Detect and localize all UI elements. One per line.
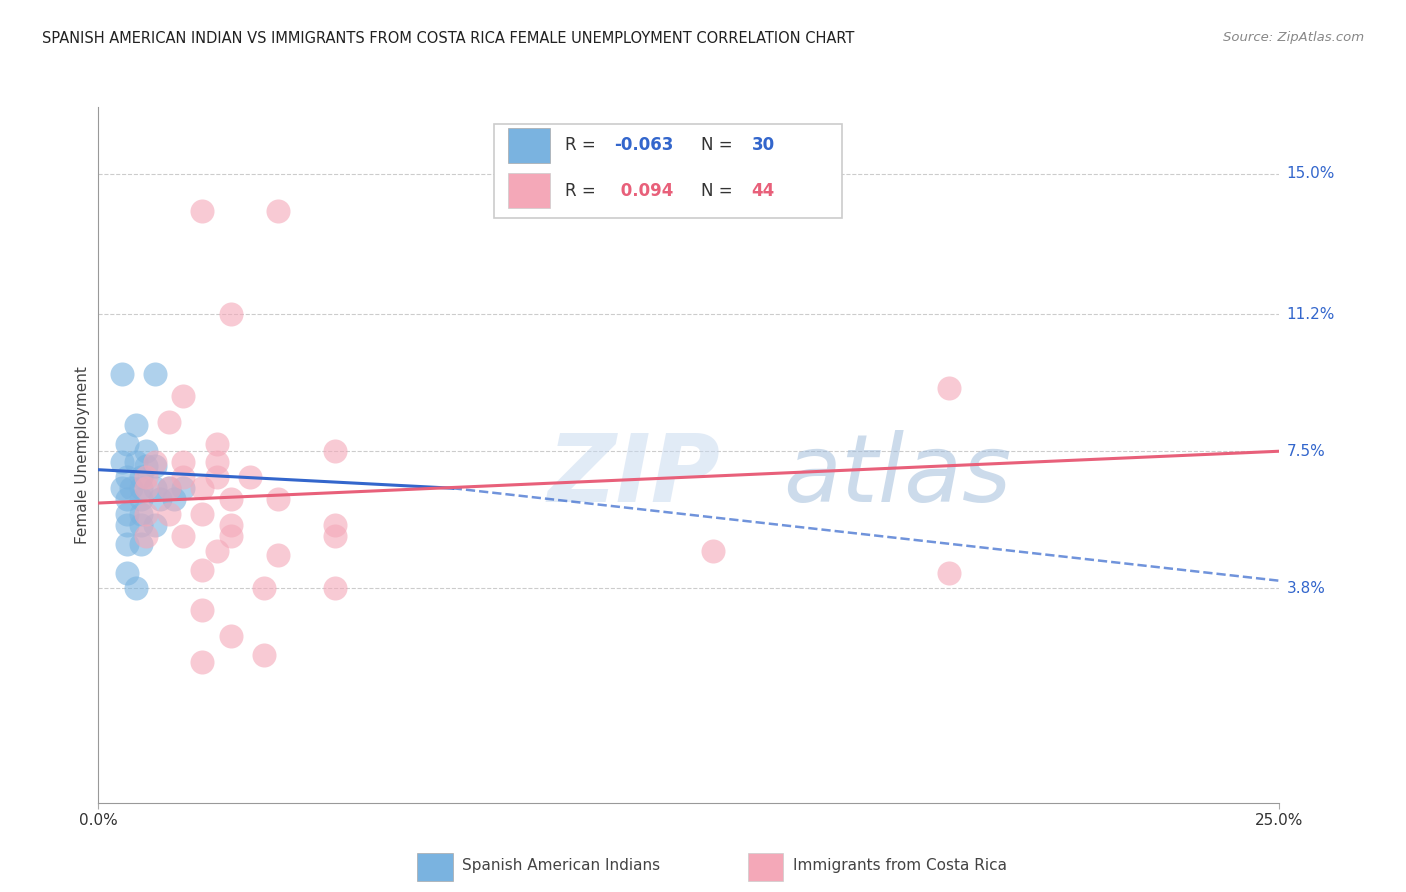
Point: [938, 381, 960, 395]
Text: N =: N =: [700, 136, 738, 154]
Text: ZIP: ZIP: [547, 430, 720, 522]
Point: [191, 655, 214, 669]
Text: SPANISH AMERICAN INDIAN VS IMMIGRANTS FROM COSTA RICA FEMALE UNEMPLOYMENT CORREL: SPANISH AMERICAN INDIAN VS IMMIGRANTS FR…: [42, 31, 855, 46]
Point: [163, 492, 186, 507]
FancyBboxPatch shape: [494, 124, 842, 219]
Point: [135, 507, 157, 521]
Point: [157, 415, 180, 429]
Point: [125, 418, 148, 433]
Text: Spanish American Indians: Spanish American Indians: [463, 858, 661, 873]
Point: [115, 507, 138, 521]
Text: R =: R =: [565, 182, 600, 200]
Point: [143, 455, 166, 469]
Point: [129, 507, 152, 521]
Point: [125, 581, 148, 595]
Point: [267, 492, 290, 507]
Point: [191, 563, 214, 577]
Text: Immigrants from Costa Rica: Immigrants from Costa Rica: [793, 858, 1007, 873]
Point: [702, 544, 724, 558]
Point: [157, 507, 180, 521]
Point: [938, 566, 960, 581]
Text: N =: N =: [700, 182, 738, 200]
Point: [121, 481, 143, 495]
Point: [205, 470, 228, 484]
Text: Source: ZipAtlas.com: Source: ZipAtlas.com: [1223, 31, 1364, 45]
Point: [172, 481, 194, 495]
Text: R =: R =: [565, 136, 600, 154]
Y-axis label: Female Unemployment: Female Unemployment: [75, 366, 90, 544]
Text: -0.063: -0.063: [614, 136, 673, 154]
Point: [172, 389, 194, 403]
Point: [172, 470, 194, 484]
Point: [267, 203, 290, 218]
Point: [129, 492, 152, 507]
Point: [115, 566, 138, 581]
Point: [115, 537, 138, 551]
Point: [111, 455, 134, 469]
Bar: [508, 128, 550, 162]
Point: [191, 603, 214, 617]
Point: [135, 529, 157, 543]
Point: [253, 648, 276, 662]
Point: [129, 518, 152, 533]
Point: [135, 481, 157, 495]
Bar: [748, 853, 783, 880]
Point: [143, 518, 166, 533]
Point: [219, 529, 242, 543]
Point: [135, 444, 157, 458]
Point: [149, 492, 172, 507]
Point: [115, 492, 138, 507]
Point: [157, 481, 180, 495]
Point: [323, 529, 346, 543]
Point: [129, 537, 152, 551]
Point: [323, 581, 346, 595]
Point: [219, 518, 242, 533]
Text: 0.094: 0.094: [614, 182, 673, 200]
Point: [111, 367, 134, 381]
Point: [191, 203, 214, 218]
Point: [115, 518, 138, 533]
Text: 30: 30: [752, 136, 775, 154]
Point: [323, 444, 346, 458]
Text: 15.0%: 15.0%: [1286, 166, 1334, 181]
Point: [143, 367, 166, 381]
Point: [115, 470, 138, 484]
Point: [219, 492, 242, 507]
Point: [323, 518, 346, 533]
Point: [239, 470, 262, 484]
Text: 44: 44: [752, 182, 775, 200]
Point: [205, 455, 228, 469]
Bar: [418, 853, 453, 880]
Point: [111, 481, 134, 495]
Text: 3.8%: 3.8%: [1286, 581, 1326, 596]
Point: [205, 437, 228, 451]
Text: 7.5%: 7.5%: [1286, 443, 1326, 458]
Point: [219, 307, 242, 321]
Point: [143, 458, 166, 473]
Point: [135, 470, 157, 484]
Point: [205, 544, 228, 558]
Point: [191, 481, 214, 495]
Point: [125, 455, 148, 469]
Text: 11.2%: 11.2%: [1286, 307, 1334, 322]
Point: [143, 481, 166, 495]
Point: [129, 481, 152, 495]
Point: [191, 507, 214, 521]
Point: [267, 548, 290, 562]
Point: [135, 458, 157, 473]
Point: [129, 470, 152, 484]
Point: [115, 437, 138, 451]
Point: [219, 629, 242, 643]
Point: [253, 581, 276, 595]
Point: [157, 481, 180, 495]
Bar: [508, 173, 550, 208]
Point: [172, 529, 194, 543]
Point: [172, 455, 194, 469]
Text: atlas: atlas: [783, 430, 1012, 521]
